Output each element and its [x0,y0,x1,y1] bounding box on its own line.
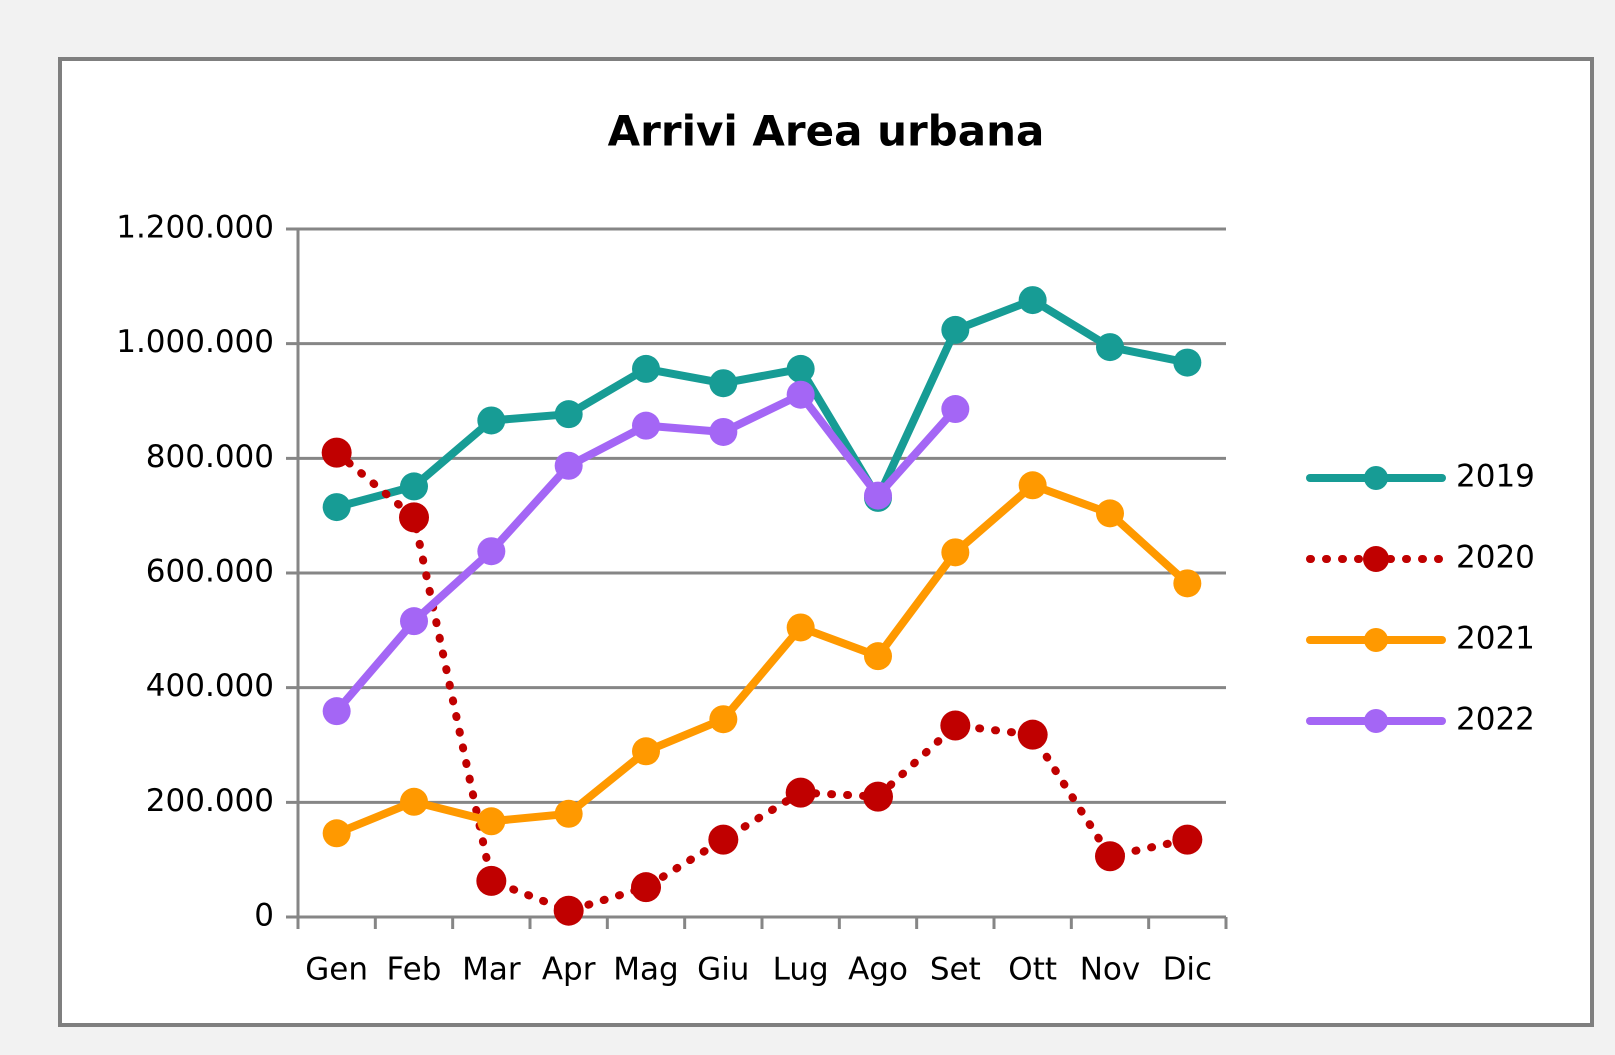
marker [941,538,970,567]
x-tick-label: Ago [848,952,908,988]
y-tick-label: 200.000 [146,783,274,819]
y-tick-label: 600.000 [146,554,274,590]
marker [708,824,739,855]
marker [322,493,351,522]
x-tick-label: Mag [613,952,678,988]
marker [1017,719,1048,750]
marker [554,799,583,828]
marker [1018,286,1047,315]
marker [322,819,351,848]
marker [1096,499,1124,528]
x-tick-label: Giu [697,952,749,988]
legend-marker [1364,709,1388,733]
legend-marker [1364,628,1388,652]
chart-frame [58,57,1594,1027]
series-line [332,448,1192,915]
legend-label: 2019 [1456,459,1535,495]
marker [864,642,892,671]
marker [400,607,428,636]
x-tick-label: Gen [305,952,368,988]
marker [786,380,815,409]
x-tick-label: Feb [387,952,442,988]
x-tick-label: Set [930,952,981,988]
y-tick-label: 400.000 [146,668,274,704]
x-tick-label: Mar [462,952,521,988]
marker [709,369,738,398]
x-tick-label: Ott [1008,952,1057,988]
marker [322,697,351,726]
marker [400,472,428,501]
marker [631,872,661,903]
y-tick-label: 1.000.000 [116,324,274,360]
legend-marker [1364,466,1388,490]
x-tick-label: Apr [542,952,596,988]
y-tick-label: 800.000 [146,439,274,475]
legend-label: 2020 [1456,540,1535,576]
legend-marker [1363,546,1389,572]
marker [940,710,971,741]
x-tick-label: Lug [773,952,829,988]
marker [321,437,352,468]
y-tick-label: 0 [254,898,274,934]
marker [1173,348,1202,377]
y-tick-label: 1.200.000 [116,210,274,246]
marker [863,781,893,812]
marker [786,354,815,383]
marker [477,406,506,435]
chart-title: Arrivi Area urbana [608,107,1045,156]
marker [554,400,583,429]
marker [399,502,429,533]
legend-label: 2022 [1456,702,1535,738]
marker [786,613,815,642]
marker [1096,333,1124,362]
marker [400,787,428,816]
marker [632,354,660,383]
marker [632,737,660,766]
x-tick-label: Nov [1080,952,1141,988]
marker [941,315,970,344]
marker [864,481,892,510]
marker [477,807,506,836]
marker [1018,471,1047,500]
marker [709,417,738,446]
marker [941,395,970,424]
marker [553,895,584,926]
x-tick-label: Dic [1163,952,1213,988]
marker [476,865,507,896]
marker [554,451,583,480]
marker [1173,569,1202,598]
series-line [332,296,1192,512]
marker [709,705,738,734]
marker [1095,841,1125,872]
marker [1172,824,1203,855]
marker [632,411,660,440]
marker [785,777,816,808]
legend-label: 2021 [1456,621,1535,657]
marker [477,537,506,566]
